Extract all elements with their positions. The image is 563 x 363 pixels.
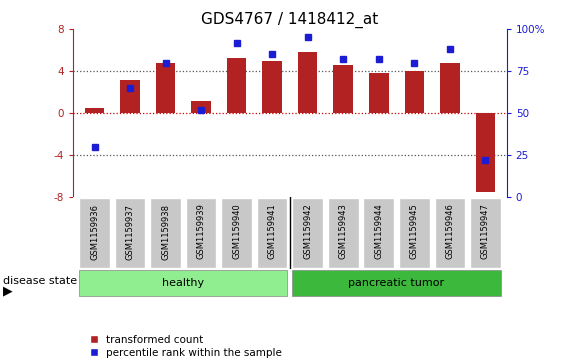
Bar — [333, 65, 353, 113]
Bar — [298, 52, 318, 113]
Bar — [369, 73, 388, 113]
Legend: transformed count, percentile rank within the sample: transformed count, percentile rank withi… — [90, 335, 282, 358]
Bar — [440, 63, 459, 113]
FancyBboxPatch shape — [399, 198, 430, 268]
FancyBboxPatch shape — [364, 198, 394, 268]
Bar — [191, 101, 211, 113]
FancyBboxPatch shape — [470, 198, 501, 268]
FancyBboxPatch shape — [435, 198, 465, 268]
Title: GDS4767 / 1418412_at: GDS4767 / 1418412_at — [202, 12, 378, 28]
Text: GSM1159937: GSM1159937 — [126, 204, 135, 260]
Text: GSM1159947: GSM1159947 — [481, 204, 490, 260]
FancyBboxPatch shape — [115, 198, 145, 268]
Text: GSM1159936: GSM1159936 — [90, 204, 99, 260]
Text: GSM1159946: GSM1159946 — [445, 204, 454, 260]
Bar — [120, 79, 140, 113]
FancyBboxPatch shape — [292, 198, 323, 268]
FancyBboxPatch shape — [221, 198, 252, 268]
Bar — [405, 71, 424, 113]
Text: GSM1159941: GSM1159941 — [267, 204, 276, 260]
Bar — [85, 108, 104, 113]
Text: GSM1159938: GSM1159938 — [161, 204, 170, 260]
Bar — [156, 63, 175, 113]
Text: GSM1159942: GSM1159942 — [303, 204, 312, 260]
FancyBboxPatch shape — [79, 270, 288, 296]
Text: GSM1159943: GSM1159943 — [339, 204, 348, 260]
Text: ▶: ▶ — [3, 285, 12, 298]
Text: disease state: disease state — [3, 276, 77, 286]
Bar — [476, 113, 495, 192]
Text: GSM1159944: GSM1159944 — [374, 204, 383, 260]
FancyBboxPatch shape — [292, 270, 501, 296]
FancyBboxPatch shape — [257, 198, 288, 268]
FancyBboxPatch shape — [79, 198, 110, 268]
FancyBboxPatch shape — [150, 198, 181, 268]
Text: healthy: healthy — [162, 278, 204, 287]
Text: GSM1159939: GSM1159939 — [196, 204, 205, 260]
Text: GSM1159940: GSM1159940 — [232, 204, 241, 260]
FancyBboxPatch shape — [328, 198, 359, 268]
Bar — [227, 58, 247, 113]
FancyBboxPatch shape — [186, 198, 216, 268]
Text: pancreatic tumor: pancreatic tumor — [348, 278, 445, 287]
Text: GSM1159945: GSM1159945 — [410, 204, 419, 260]
Bar — [262, 61, 282, 113]
